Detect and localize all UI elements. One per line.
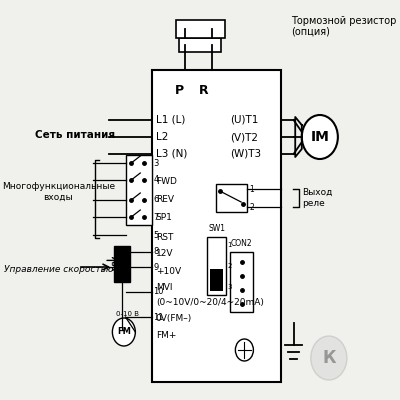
Text: 2: 2 xyxy=(249,202,254,212)
Text: 5: 5 xyxy=(153,230,159,240)
Text: L1 (L): L1 (L) xyxy=(156,115,185,125)
Circle shape xyxy=(235,339,254,361)
Bar xyxy=(152,70,281,382)
Text: L2: L2 xyxy=(156,132,168,142)
Text: Выход
реле: Выход реле xyxy=(302,188,332,208)
Text: SW1: SW1 xyxy=(208,224,225,233)
Text: 11: 11 xyxy=(153,312,164,322)
Text: 12V: 12V xyxy=(156,250,173,258)
Text: 1: 1 xyxy=(249,184,254,194)
Text: 2: 2 xyxy=(227,263,232,269)
Circle shape xyxy=(302,115,338,159)
Bar xyxy=(179,38,222,52)
Text: (U)T1: (U)T1 xyxy=(230,115,258,125)
Text: (V)T2: (V)T2 xyxy=(230,132,258,142)
Text: (W)T3: (W)T3 xyxy=(230,149,261,159)
Text: 3: 3 xyxy=(153,158,159,168)
Text: RST: RST xyxy=(156,232,173,242)
Text: 1: 1 xyxy=(227,242,232,248)
Text: 0V(FM–): 0V(FM–) xyxy=(156,314,192,322)
Bar xyxy=(126,155,152,225)
Text: 4: 4 xyxy=(153,176,159,184)
Text: 9: 9 xyxy=(153,262,159,272)
Bar xyxy=(114,246,130,282)
Text: FWD: FWD xyxy=(156,178,177,186)
Text: 6: 6 xyxy=(153,196,159,204)
Text: (опция): (опция) xyxy=(291,26,330,36)
Bar xyxy=(216,184,247,212)
Circle shape xyxy=(112,318,135,346)
Text: Сеть питания: Сеть питания xyxy=(35,130,115,140)
Text: MVI: MVI xyxy=(156,284,172,292)
Bar xyxy=(210,269,223,291)
Bar xyxy=(208,237,226,295)
Text: Тормозной резистор: Тормозной резистор xyxy=(291,16,396,26)
Text: REV: REV xyxy=(156,196,174,204)
Text: SP1: SP1 xyxy=(156,214,173,222)
Text: 7: 7 xyxy=(153,212,159,222)
Text: 8: 8 xyxy=(153,248,159,256)
Text: FM+: FM+ xyxy=(156,332,176,340)
Text: FM: FM xyxy=(117,328,131,336)
Text: 0-10 B: 0-10 B xyxy=(116,311,140,317)
Text: CON2: CON2 xyxy=(231,239,253,248)
Text: (0~10V/0~20/4~20mA): (0~10V/0~20/4~20mA) xyxy=(156,298,264,306)
Text: IM: IM xyxy=(310,130,329,144)
Bar xyxy=(230,252,254,312)
Text: R: R xyxy=(198,84,208,96)
Bar xyxy=(176,20,225,38)
Text: Многофункциональные
входы: Многофункциональные входы xyxy=(2,182,115,202)
Text: P: P xyxy=(175,84,184,96)
Text: Управление скоростью: Управление скоростью xyxy=(4,266,113,274)
Text: +10V: +10V xyxy=(156,268,181,276)
Text: 3: 3 xyxy=(227,284,232,290)
Text: 10: 10 xyxy=(153,288,164,296)
Text: К: К xyxy=(322,349,336,367)
Text: L3 (N): L3 (N) xyxy=(156,149,187,159)
Circle shape xyxy=(311,336,347,380)
